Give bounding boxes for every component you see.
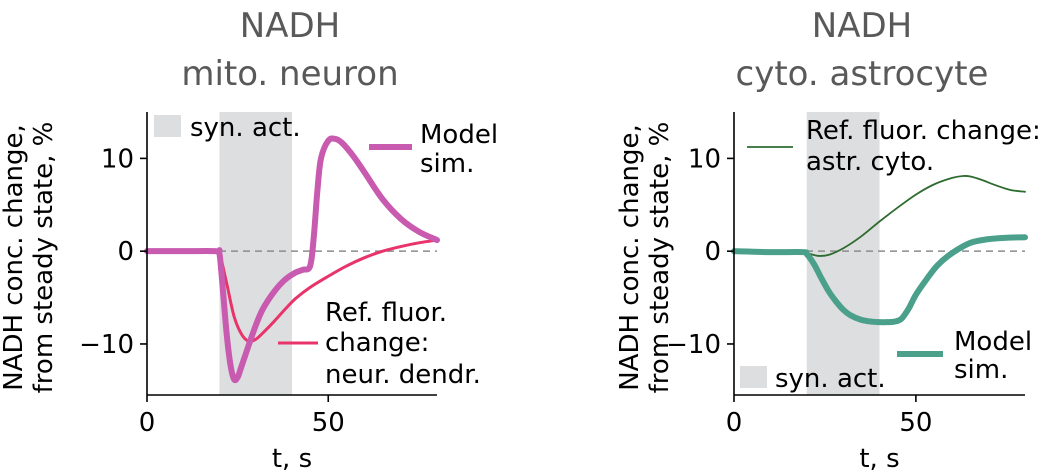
y-axis-label: NADH conc. change,from steady state, %	[0, 122, 59, 394]
x-tick-label: 0	[726, 408, 743, 438]
legend-label-series: Ref. fluor.	[325, 298, 447, 328]
y-tick-label: −10	[666, 330, 721, 360]
chart-subtitle: mito. neuron	[181, 54, 398, 94]
legend-label-stimulus: syn. act.	[775, 364, 886, 394]
y-tick-label: 0	[704, 237, 721, 267]
y-tick-label: 10	[101, 144, 134, 174]
x-axis-label: t, s	[272, 444, 312, 473]
x-tick-label: 50	[312, 408, 345, 438]
y-tick-label: −10	[79, 330, 134, 360]
y-axis-label: NADH conc. change,from steady state, %	[615, 122, 675, 394]
legend-label-series: Model	[420, 120, 498, 150]
y-axis-label-line: from steady state, %	[645, 122, 675, 394]
chart-title: NADH	[812, 6, 912, 46]
stimulus-shaded-region	[806, 112, 880, 395]
legend-swatch-stimulus	[740, 366, 767, 388]
series-line-model-sim	[144, 135, 440, 384]
legend-label-series: change:	[325, 328, 429, 358]
y-axis-label-line: from steady state, %	[29, 122, 59, 394]
legend-swatch-stimulus	[154, 115, 181, 137]
x-tick-label: 50	[899, 408, 932, 438]
y-tick-label: 10	[688, 144, 721, 174]
legend-label-series: sim.	[420, 149, 474, 179]
chart-2: NADH cyto. astrocyte 10 0 −10 0 50t, s NADH con…	[615, 6, 1041, 473]
chart-subtitle: cyto. astrocyte	[736, 54, 989, 94]
y-axis-label-line: NADH conc. change,	[0, 124, 29, 391]
y-tick-label: 0	[117, 237, 134, 267]
x-axis-label: t, s	[859, 444, 899, 473]
legend-label-stimulus: syn. act.	[190, 113, 301, 143]
series-line-model-sim	[731, 234, 1028, 326]
legend-label-series: Ref. fluor. change:	[806, 116, 1041, 146]
chart-1: NADH mito. neuron 10 0 −10 0 50t, s NADH conc. …	[0, 6, 498, 473]
legend-label-series: neur. dendr.	[325, 360, 481, 390]
chart-title: NADH	[240, 6, 340, 46]
x-tick-label: 0	[139, 408, 156, 438]
stimulus-shaded-region	[219, 112, 292, 395]
legend-label-series: Model	[954, 327, 1032, 357]
y-axis-label-line: NADH conc. change,	[615, 124, 645, 391]
legend-label-series: sim.	[954, 355, 1008, 385]
legend-label-series: astr. cyto.	[806, 147, 934, 177]
